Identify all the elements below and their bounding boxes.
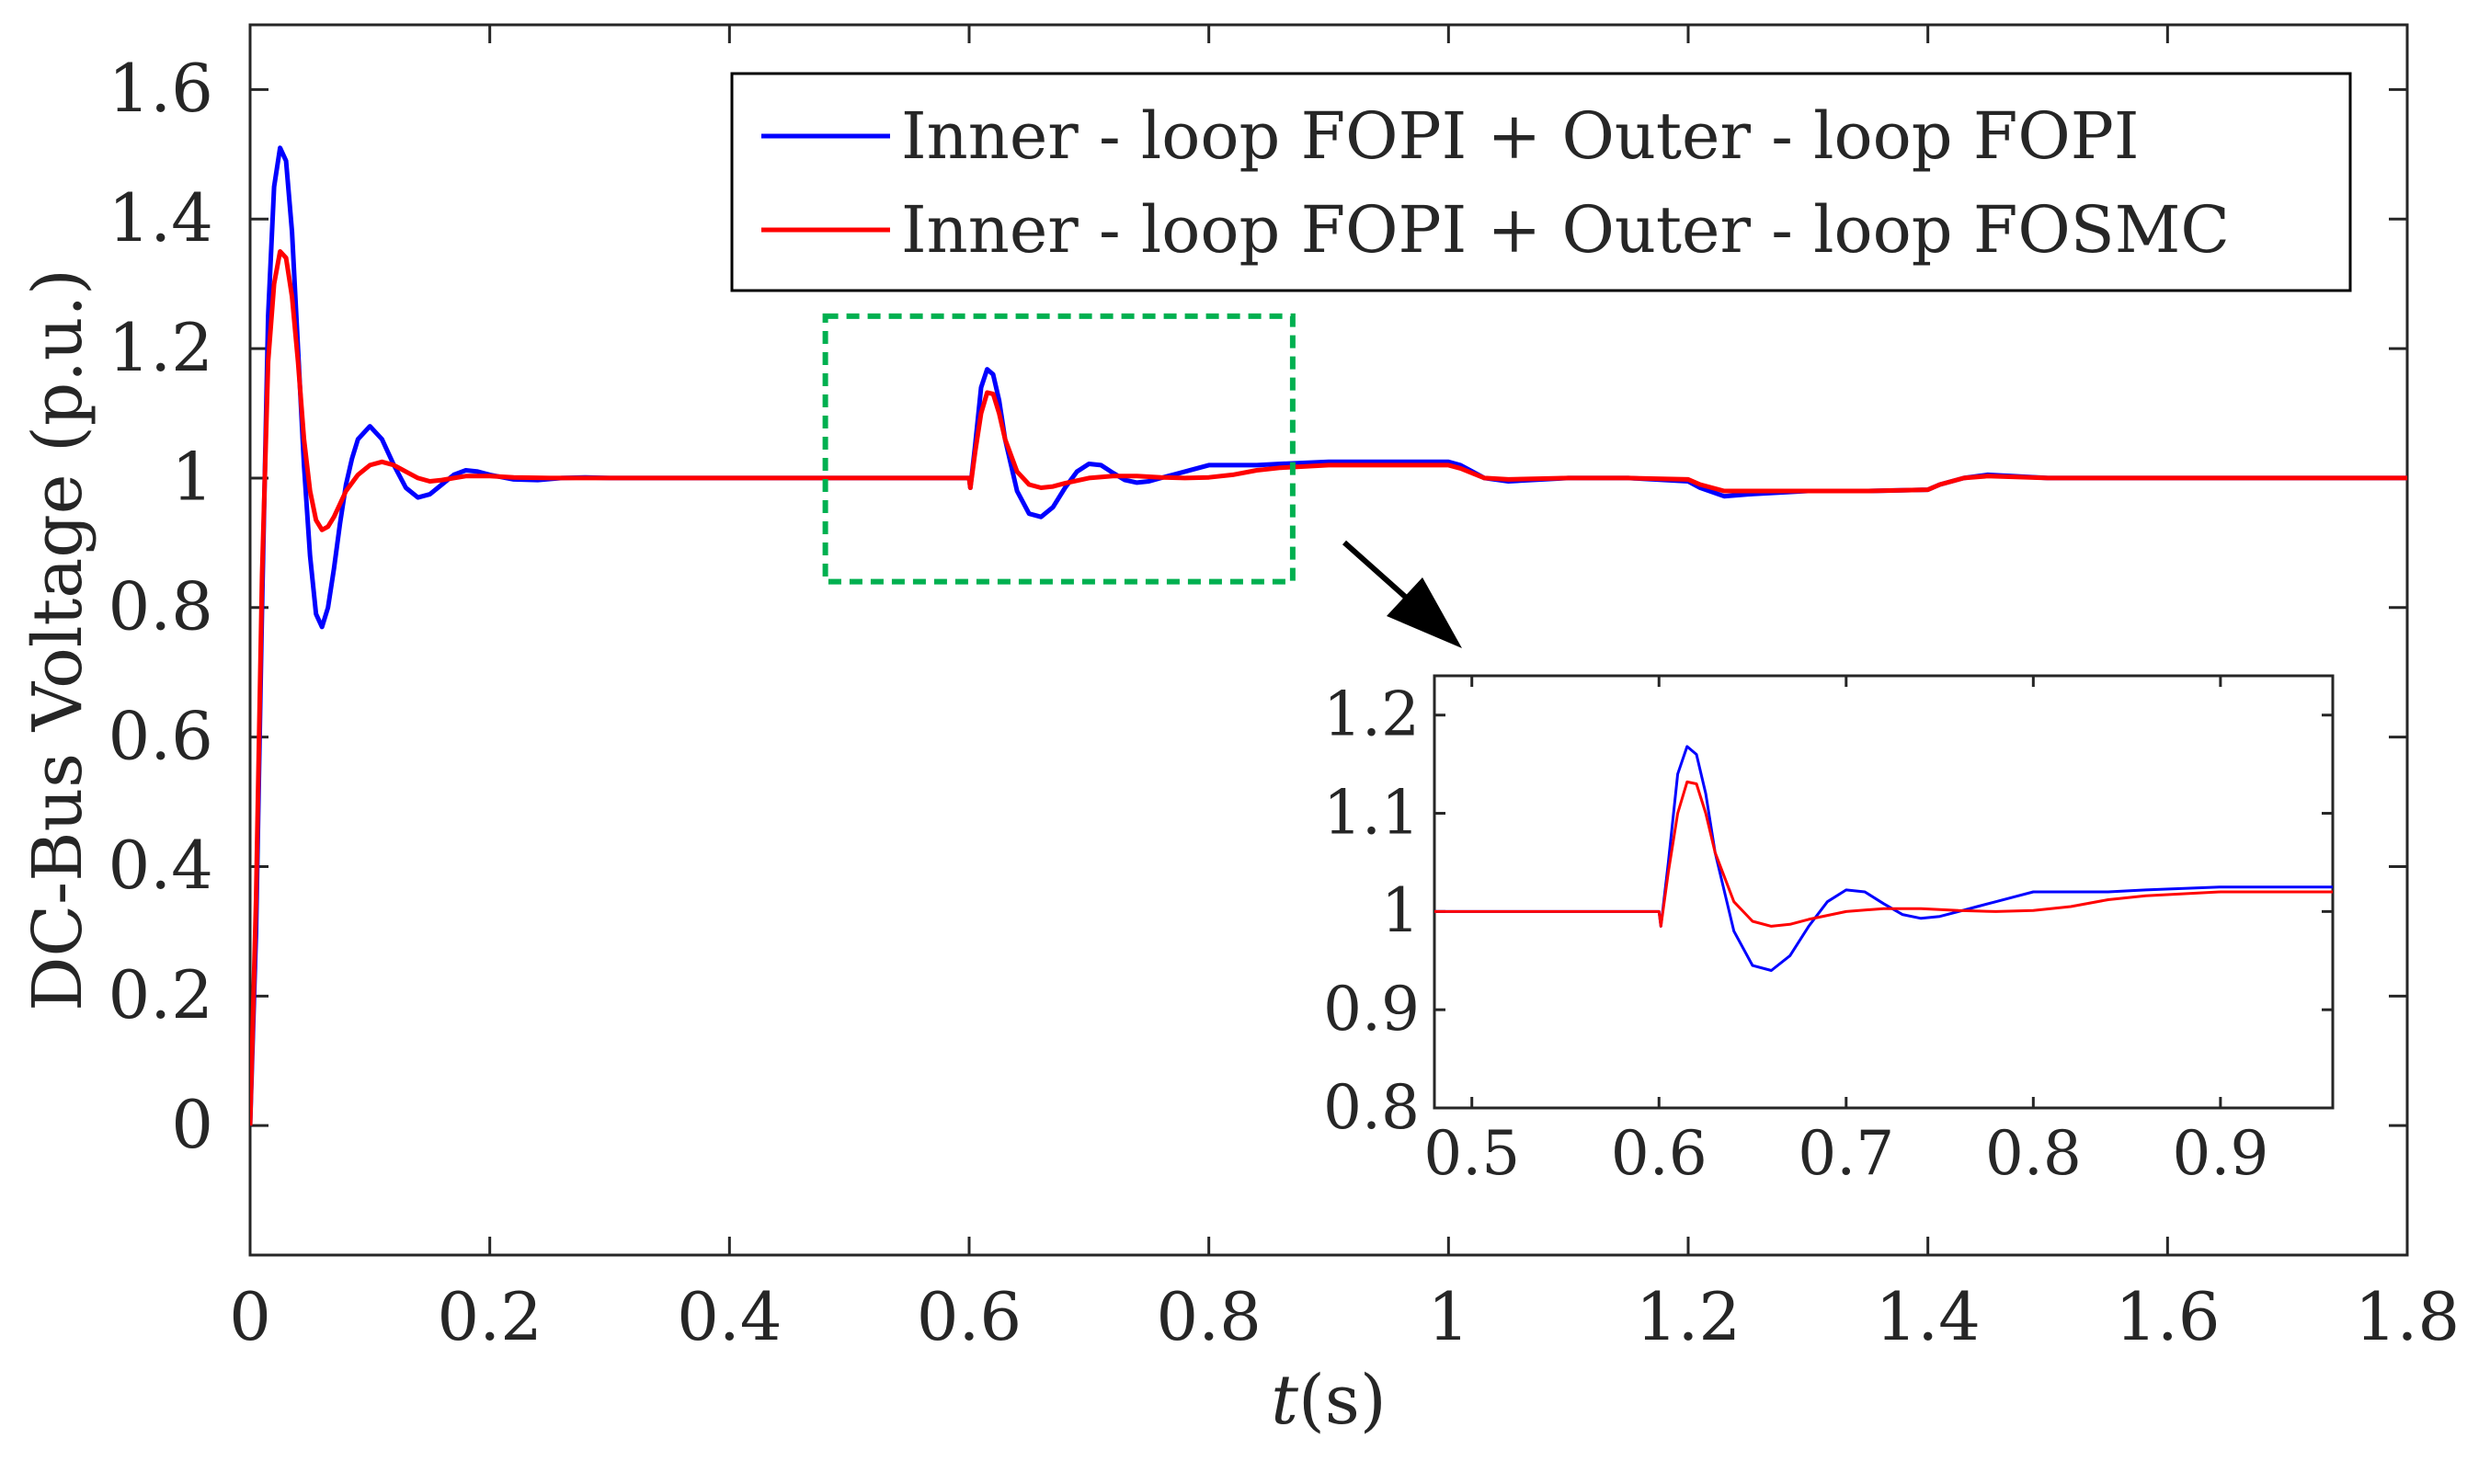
main-y-tick-label: 0.4 (108, 827, 213, 904)
inset-y-tick-label: 0.9 (1323, 974, 1420, 1045)
main-y-tick-label: 1.6 (108, 50, 213, 127)
zoom-arrow (1342, 540, 1462, 648)
inset-x-tick-label: 0.5 (1423, 1118, 1520, 1189)
main-x-tick-label: 1.6 (2115, 1278, 2221, 1355)
inset-y-tick-label: 1.2 (1323, 679, 1420, 750)
inset-x-tick-label: 0.9 (2172, 1118, 2268, 1189)
legend-label-fosmc: Inner - loop FOPI + Outer - loop FOSMC (901, 192, 2230, 268)
main-ticks: 0 0.2 0.4 0.6 0.8 1 1.2 1.4 1.6 1.8 0 0.2 0.4 0.6 0.8 1… (108, 25, 2460, 1355)
main-y-tick-label: 0.2 (108, 956, 213, 1033)
main-x-tick-label: 1.2 (1636, 1278, 1742, 1355)
main-y-tick-label: 0 (171, 1086, 213, 1163)
main-x-tick-label: 0.8 (1156, 1278, 1262, 1355)
zoom-highlight-box (822, 313, 1296, 585)
legend-label-fopi: Inner - loop FOPI + Outer - loop FOPI (901, 98, 2140, 174)
inset-x-tick-label: 0.6 (1611, 1118, 1707, 1189)
inset-series (1434, 745, 2333, 972)
legend: Inner - loop FOPI + Outer - loop FOPI In… (730, 72, 2352, 292)
inset-y-tick-label: 1.1 (1323, 777, 1420, 848)
inset-plot-area (1433, 674, 2335, 1110)
y-axis-label: DC-Bus Voltage (p.u.) (18, 268, 97, 1011)
main-y-tick-label: 1.4 (108, 179, 213, 257)
main-x-tick-label: 1.8 (2355, 1278, 2461, 1355)
main-x-tick-label: 1.4 (1875, 1278, 1981, 1355)
inset-series-fopi (1434, 745, 2333, 972)
inset-x-tick-label: 0.8 (1985, 1118, 2082, 1189)
legend-box (730, 72, 2352, 292)
x-axis-label-unit: (s) (1298, 1361, 1387, 1440)
x-axis-label-var: t (1271, 1361, 1298, 1440)
inset-y-tick-label: 0.8 (1323, 1072, 1420, 1143)
main-x-tick-label: 1 (1427, 1278, 1469, 1355)
main-x-tick-label: 0.4 (677, 1278, 782, 1355)
main-series (250, 145, 2407, 1126)
main-y-tick-label: 1 (171, 439, 213, 516)
main-y-tick-label: 1.2 (108, 309, 213, 386)
inset-x-tick-label: 0.7 (1798, 1118, 1894, 1189)
inset-series-fosmc (1434, 780, 2333, 928)
main-series-fosmc (250, 249, 2407, 1126)
main-x-tick-label: 0.6 (917, 1278, 1022, 1355)
inset-y-tick-label: 1 (1381, 875, 1420, 946)
main-y-tick-label: 0.6 (108, 697, 213, 774)
inset-ticks: 0.5 0.6 0.7 0.8 0.9 0.8 0.9 1 1.1 1.2 (1323, 676, 2333, 1189)
main-x-tick-label: 0 (229, 1278, 271, 1355)
main-x-tick-label: 0.2 (437, 1278, 543, 1355)
main-y-tick-label: 0.8 (108, 568, 213, 645)
x-axis-label: t(s) (1271, 1361, 1386, 1440)
